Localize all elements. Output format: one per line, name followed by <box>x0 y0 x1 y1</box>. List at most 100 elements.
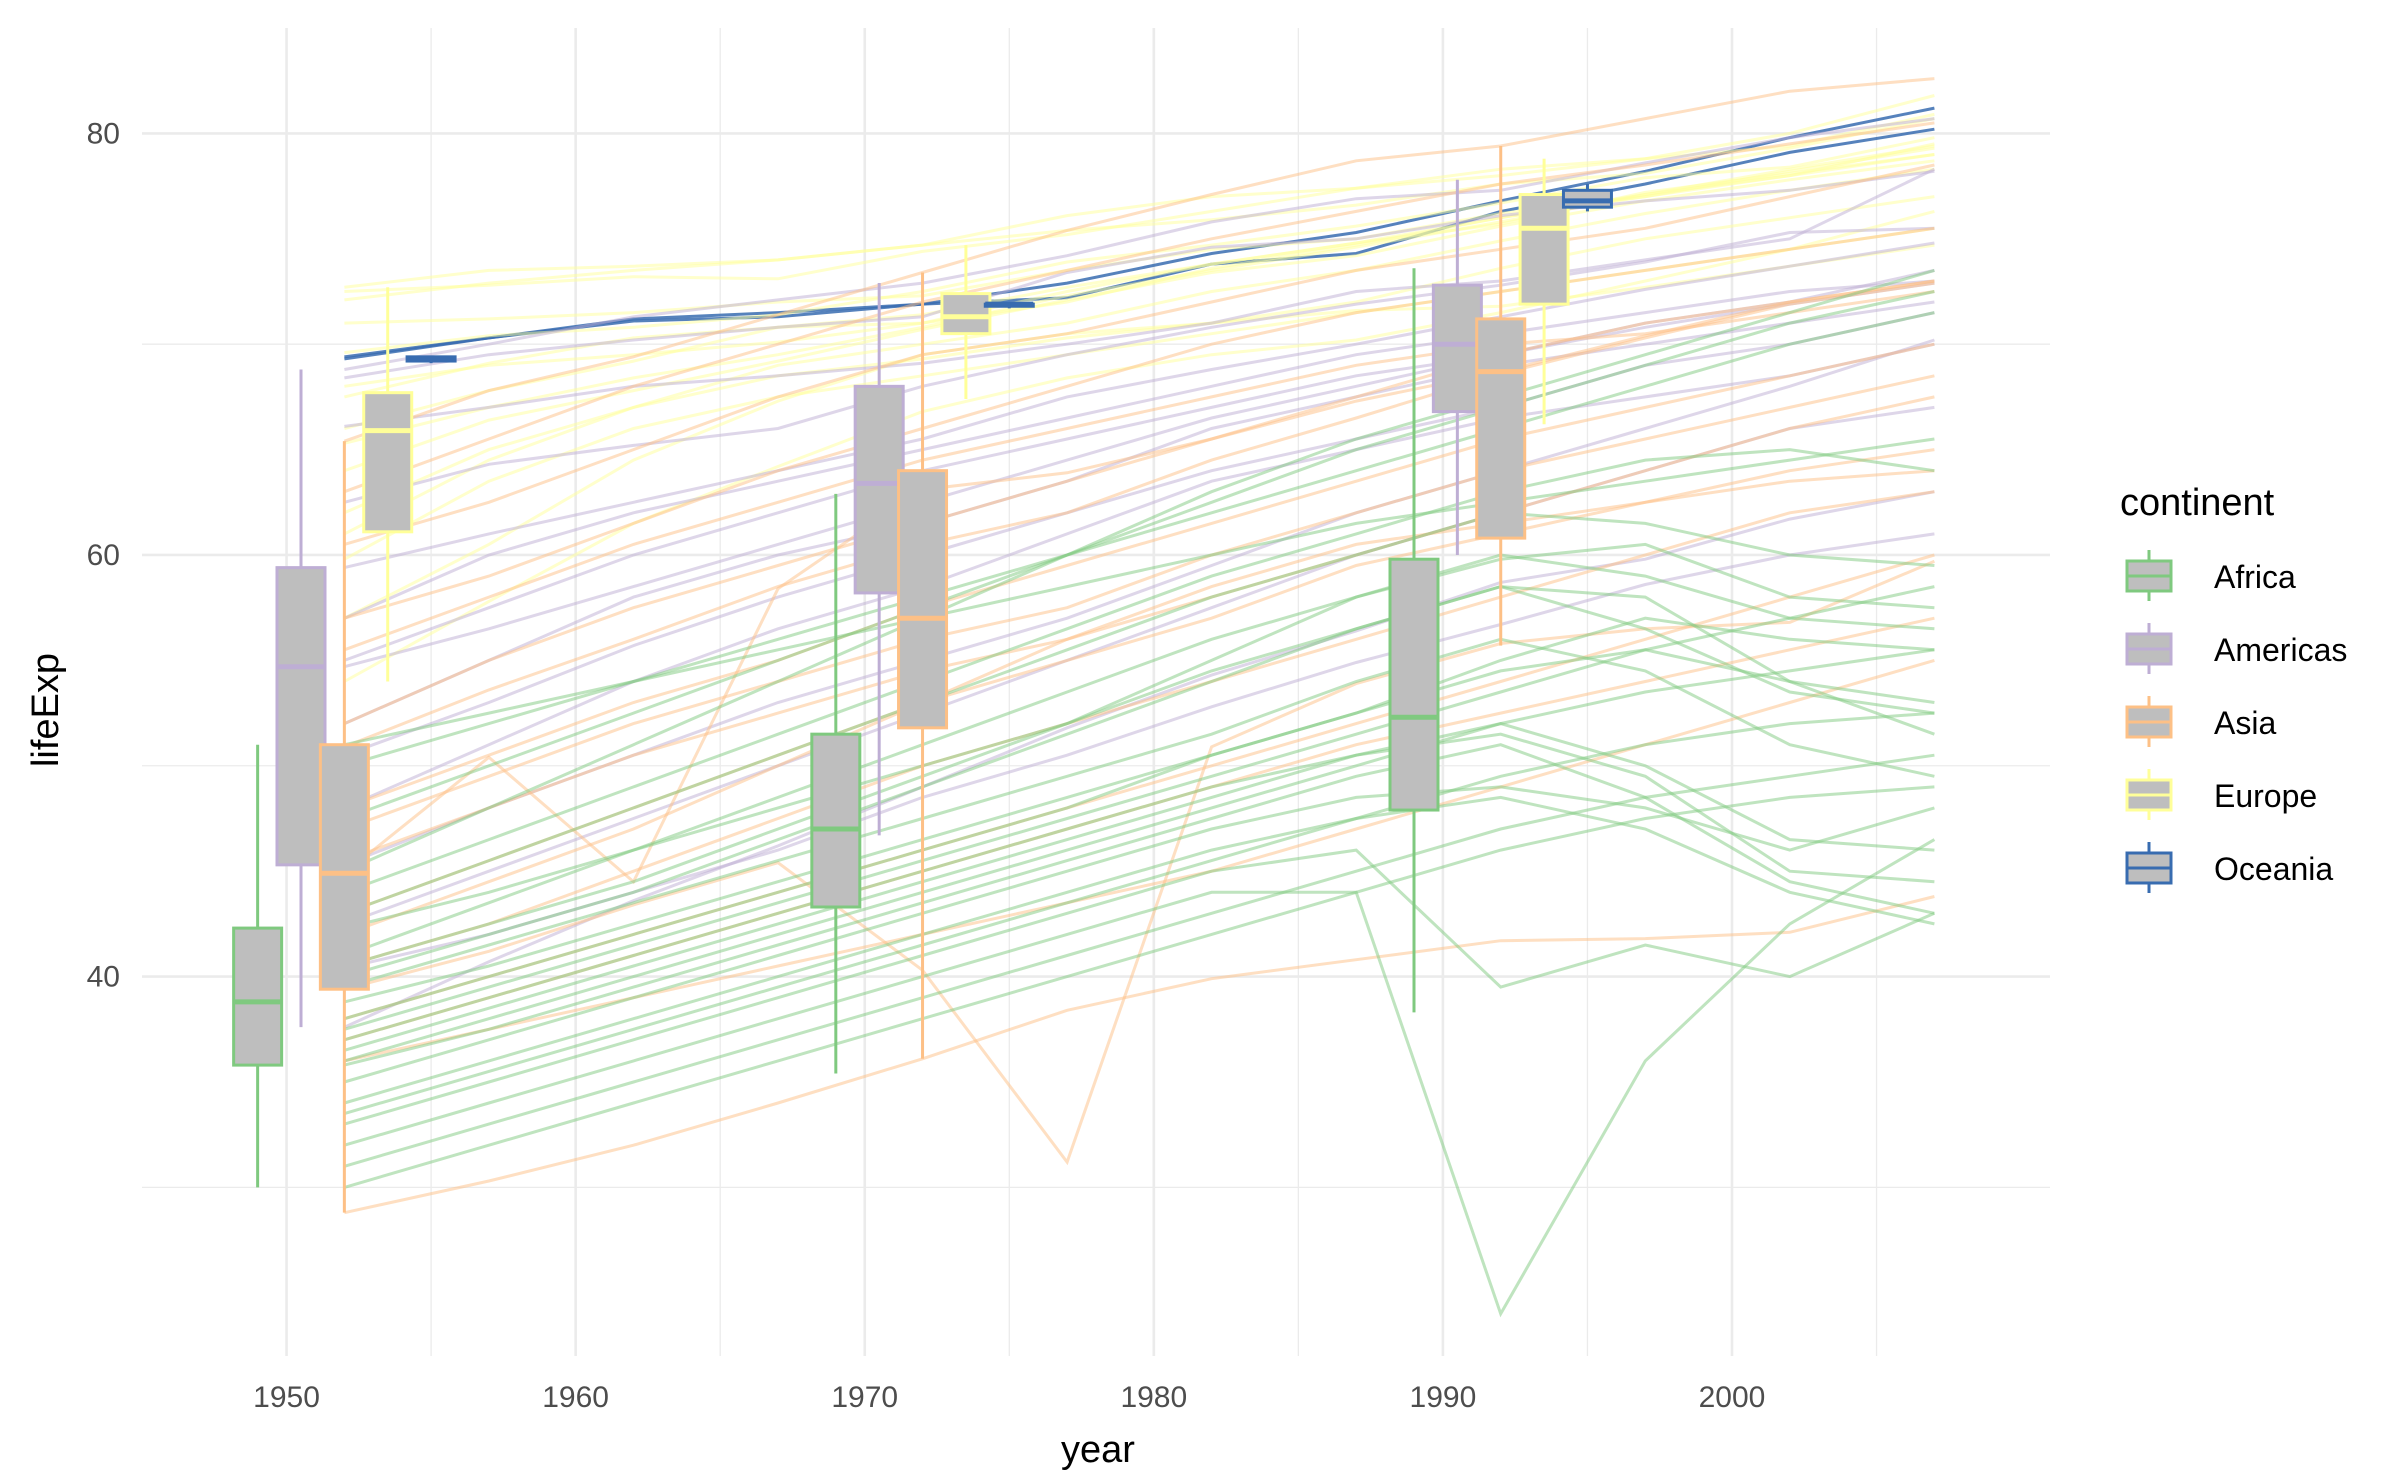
series-line-africa <box>343 648 1935 1063</box>
series-line-asia <box>343 77 1935 443</box>
boxplot-box <box>940 292 992 336</box>
boxplot-box <box>1518 193 1570 306</box>
x-axis-title: year <box>1061 1429 1135 1471</box>
series-line-americas <box>344 169 1935 380</box>
y-tick-label: 40 <box>87 961 120 994</box>
boxplot-box <box>810 732 862 909</box>
legend-item-americas: Americas <box>2125 623 2347 674</box>
legend-label: Asia <box>2214 705 2276 741</box>
legend-item-europe: Europe <box>2125 769 2317 820</box>
x-tick-label: 1970 <box>831 1381 898 1414</box>
series-line-europe <box>344 112 1935 293</box>
series-line-asia <box>343 163 1935 546</box>
legend-item-africa: Africa <box>2125 550 2296 601</box>
boxplot-americas <box>275 369 327 1028</box>
boxplot-box <box>318 743 370 991</box>
legend-label: Oceania <box>2214 851 2333 887</box>
series-line-africa <box>343 753 1935 1168</box>
series-line-africa <box>344 743 1935 1067</box>
boxplot-box <box>1388 557 1440 812</box>
series-line-africa <box>343 448 1935 894</box>
series-line-africa <box>344 553 1935 930</box>
series-line-europe <box>343 243 1935 620</box>
series-line-asia <box>343 226 1935 620</box>
y-axis-ticks: 40 60 80 <box>87 117 120 993</box>
boxplot-europe <box>362 287 414 682</box>
series-line-americas <box>344 241 1935 570</box>
series-line-africa <box>343 722 1935 1042</box>
series-line-asia <box>343 279 1935 885</box>
y-tick-label: 80 <box>87 117 120 150</box>
series-line-asia <box>343 490 1935 968</box>
x-tick-label: 1990 <box>1410 1381 1477 1414</box>
series-line-asia <box>343 469 1935 936</box>
series-line-africa <box>343 732 1935 1052</box>
series-line-americas <box>344 226 1935 504</box>
legend-label: Europe <box>2214 778 2317 814</box>
boxplot-africa <box>810 493 862 1074</box>
series-line-europe <box>343 167 1935 515</box>
series-line-africa <box>343 268 1935 873</box>
series-line-americas <box>344 117 1935 371</box>
series-line-europe <box>344 117 1935 302</box>
legend: continent Africa Americas Asia Europe Oceani… <box>2120 482 2347 893</box>
legend-item-asia: Asia <box>2125 696 2276 747</box>
series-line-asia <box>343 448 1935 915</box>
series-line-africa <box>343 785 1935 1189</box>
series-line-africa <box>343 585 1935 968</box>
x-tick-label: 1960 <box>542 1381 609 1414</box>
series-line-americas <box>343 279 1935 620</box>
series-line-americas <box>343 311 1935 757</box>
boxplot-oceania <box>405 355 457 364</box>
series-line-oceania <box>344 106 1935 361</box>
x-tick-label: 1950 <box>253 1381 320 1414</box>
series-line-africa <box>343 616 1935 1021</box>
series-line-africa <box>343 585 1935 979</box>
boxplot-americas <box>1431 179 1483 555</box>
series-line-americas <box>344 281 1935 669</box>
x-tick-label: 1980 <box>1120 1381 1187 1414</box>
boxplot-box <box>1431 283 1483 414</box>
series-line-asia <box>343 121 1935 494</box>
series-line-asia <box>343 279 1935 725</box>
x-tick-label: 2000 <box>1699 1381 1766 1414</box>
series-line-africa <box>344 437 1935 747</box>
series-line-africa <box>343 848 1936 1126</box>
boxplot-asia <box>318 441 370 1213</box>
series-line-europe <box>344 94 1935 289</box>
series-line-africa <box>343 290 1935 820</box>
legend-label: Africa <box>2214 559 2296 595</box>
series-line-africa <box>343 585 1935 1031</box>
boxplot-box <box>362 391 414 534</box>
boxplot-box <box>1475 317 1527 540</box>
boxplot-oceania <box>1561 183 1613 212</box>
series-line-africa <box>344 648 1935 1004</box>
boxplot-africa <box>1388 268 1440 1013</box>
boxplot-africa <box>232 744 284 1188</box>
series-line-europe <box>343 195 1935 536</box>
y-axis-title: lifeExp <box>25 653 67 767</box>
y-tick-label: 60 <box>87 539 120 572</box>
x-axis-ticks: 1950 1960 1970 1980 1990 2000 <box>253 1381 1765 1414</box>
boxplot-box <box>897 469 949 730</box>
boxplot-europe <box>1518 158 1570 425</box>
boxplot-asia <box>1475 146 1527 646</box>
series-line-africa <box>343 637 1935 989</box>
boxplot-box <box>853 384 905 595</box>
boxplot-oceania <box>983 301 1035 309</box>
boxplot-europe <box>940 245 992 399</box>
legend-label: Americas <box>2214 632 2347 668</box>
series-line-africa <box>343 311 1935 768</box>
legend-item-oceania: Oceania <box>2125 842 2333 893</box>
series-line-africa <box>343 795 1935 1105</box>
boxplot-americas <box>853 283 905 836</box>
series-line-europe <box>344 142 1935 325</box>
boxplot-box <box>232 926 284 1067</box>
series-line-africa <box>343 838 1936 1318</box>
series-line-asia <box>344 895 1935 1215</box>
series-line-americas <box>344 532 1935 970</box>
series-line-asia <box>343 342 1935 810</box>
series-line-europe <box>344 153 1935 445</box>
series-line-africa <box>343 511 1935 915</box>
